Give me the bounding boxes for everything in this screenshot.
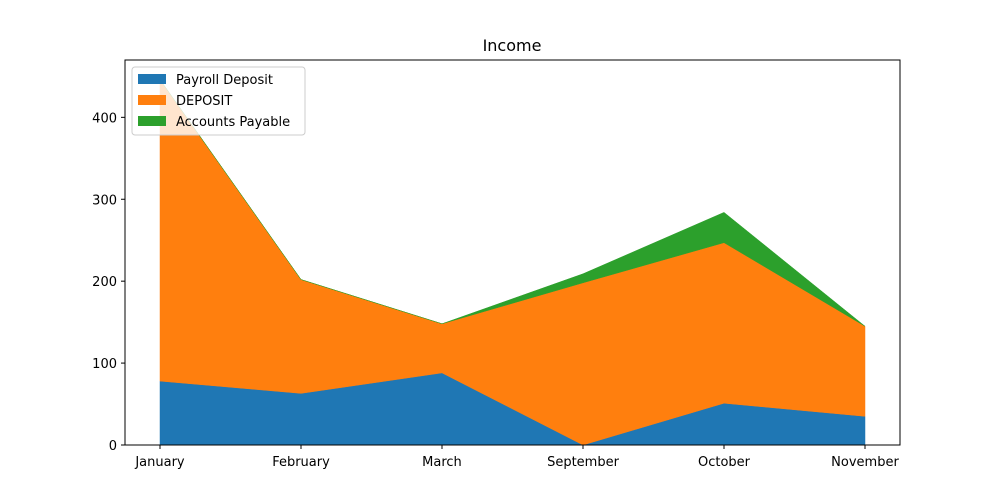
area-series-2 xyxy=(159,79,866,327)
chart-title: Income xyxy=(483,36,542,55)
x-axis: January February March September October Nove… xyxy=(134,445,899,470)
x-tick-label: September xyxy=(547,455,620,470)
x-tick-label: February xyxy=(272,455,330,470)
plot-frame xyxy=(124,59,901,446)
x-tick-label: November xyxy=(831,455,899,470)
y-axis: 0 100 200 300 400 xyxy=(92,111,125,454)
legend-label: Payroll Deposit xyxy=(176,73,273,88)
x-tick-label: March xyxy=(422,455,462,470)
legend-swatch xyxy=(138,74,166,84)
y-tick-label: 100 xyxy=(92,357,117,372)
y-tick-label: 300 xyxy=(92,193,117,208)
y-tick-label: 0 xyxy=(109,439,117,454)
y-tick-label: 200 xyxy=(92,275,117,290)
x-tick-label: January xyxy=(134,455,185,470)
legend: Payroll Deposit DEPOSIT Accounts Payable xyxy=(131,66,306,136)
legend-box xyxy=(131,66,306,136)
legend-swatch xyxy=(138,116,166,126)
x-tick-label: October xyxy=(698,455,751,470)
legend-label: Accounts Payable xyxy=(176,115,290,130)
legend-label: DEPOSIT xyxy=(176,94,232,109)
legend-swatch xyxy=(138,95,166,105)
y-tick-label: 400 xyxy=(92,111,117,126)
